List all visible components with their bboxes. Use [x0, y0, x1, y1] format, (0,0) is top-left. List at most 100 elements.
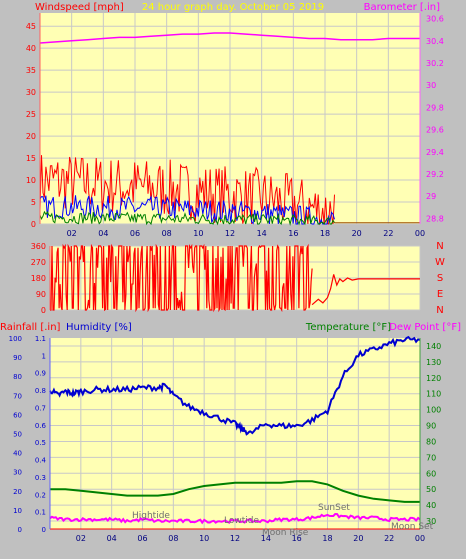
series-humidity: [49, 335, 421, 436]
temperature-tick-label: 110: [426, 390, 441, 399]
humidity-x-tick-label: 14: [261, 534, 271, 543]
barometer-tick-label: 28.8: [426, 214, 444, 223]
humidity-x-tick-label: 16: [292, 534, 302, 543]
wind-x-tick-label: 22: [383, 229, 393, 238]
direction-compass-label: N: [436, 305, 443, 316]
barometer-tick-label: 29.2: [426, 170, 444, 179]
humidity-tick-label: 20: [13, 488, 22, 496]
rainfall-tick-label: 0.3: [35, 474, 46, 482]
temperature-tick-label: 90: [426, 422, 436, 431]
humidity-x-tick-label: 02: [76, 534, 86, 543]
humidity-x-tick-labels: 02 04 06 08 10 12 14 16 18 20 22 00: [76, 534, 425, 543]
annotation-moonset: Moon Set: [391, 522, 434, 532]
series-temperature: [50, 480, 420, 503]
wind-series: [39, 32, 420, 226]
series-dewpoint: [49, 512, 421, 525]
rainfall-tick-label: 0.6: [35, 422, 47, 430]
humidity-x-tick-label: 18: [322, 534, 332, 543]
barometer-tick-label: 29: [426, 192, 436, 201]
wind-x-tick-labels: 02 04 06 08 10 12 14 16 18 20 22 00: [67, 229, 426, 238]
direction-compass-label: W: [435, 257, 445, 268]
direction-degree-label: 180: [31, 274, 46, 283]
wind-x-tick-label: 08: [162, 229, 172, 238]
humidity-tick-label: 90: [13, 354, 22, 362]
barometer-tick-label: 29.4: [426, 148, 444, 157]
direction-degree-labels: 0 90 180 270 360: [31, 242, 46, 315]
annotation-lowtide: Lowtide: [224, 516, 259, 526]
wind-x-tick-label: 06: [130, 229, 140, 238]
direction-degree-label: 90: [36, 290, 46, 299]
graph-title: 24 hour graph day. October 05 2019: [142, 2, 324, 13]
windspeed-tick-label: 5: [31, 198, 36, 207]
humidity-x-tick-label: 08: [168, 534, 178, 543]
direction-degree-label: 270: [31, 258, 46, 267]
barometer-tick-labels: 28.8 29 29.2 29.4 29.6 29.8 30 30.2 30.4 30.6: [426, 15, 444, 224]
series-barometer: [39, 32, 420, 44]
barometer-tick-label: 30.6: [426, 15, 444, 24]
temperature-tick-label: 50: [426, 485, 436, 494]
barometer-tick-label: 29.6: [426, 126, 444, 135]
windspeed-tick-label: 40: [26, 44, 36, 53]
rainfall-tick-label: 0.1: [35, 509, 46, 517]
temperature-tick-label: 30: [426, 517, 436, 526]
humidity-tick-label: 50: [13, 431, 22, 439]
windspeed-tick-label: 25: [26, 110, 36, 119]
annotation-hightide: Hightide: [132, 511, 170, 521]
humidity-tick-label: 70: [13, 392, 22, 400]
humidity-tick-label: 10: [13, 507, 22, 515]
rainfall-tick-label: 0.2: [35, 491, 46, 499]
barometer-axis-label: Barometer [.in]: [364, 2, 440, 13]
humidity-tick-label: 0: [18, 526, 22, 534]
temperature-axis-label: Temperature [°F]: [305, 322, 391, 333]
humidity-x-tick-label: 22: [384, 534, 394, 543]
humidity-x-tick-label: 10: [199, 534, 209, 543]
humidity-x-tick-label: 04: [107, 534, 117, 543]
windspeed-tick-label: 35: [26, 66, 36, 75]
direction-series: [50, 243, 420, 313]
barometer-tick-label: 30.2: [426, 59, 444, 68]
humidity-x-tick-label: 20: [353, 534, 363, 543]
humidity-tick-labels: 0 10 20 30 40 50 60 70 80 90 100: [9, 335, 22, 534]
temperature-tick-label: 40: [426, 501, 436, 510]
rainfall-tick-label: 1.1: [35, 335, 46, 343]
direction-compass-label: E: [437, 289, 443, 300]
rainfall-tick-label: 0.8: [35, 387, 46, 395]
dewpoint-axis-label: Dew Point [°F]: [389, 322, 461, 333]
windspeed-tick-label: 0: [31, 220, 36, 229]
wind-x-tick-label: 18: [320, 229, 330, 238]
series-direction_noisy: [50, 243, 313, 313]
windspeed-tick-labels: 0 5 10 15 20 25 30 35 40 45: [26, 22, 36, 229]
temperature-tick-label: 140: [426, 342, 441, 351]
wind-x-tick-label: 00: [415, 229, 425, 238]
humidity-x-tick-label: 00: [415, 534, 425, 543]
series-wind_avg: [39, 194, 335, 225]
rainfall-tick-label: 0.5: [35, 439, 46, 447]
humidity-tick-label: 100: [9, 335, 22, 343]
humidity-series: [49, 335, 421, 530]
barometer-tick-label: 29.8: [426, 103, 444, 112]
rainfall-tick-label: 0.4: [35, 457, 47, 465]
barometer-tick-label: 30: [426, 81, 436, 90]
direction-degree-label: 360: [31, 242, 46, 251]
rainfall-tick-label: 0: [42, 526, 46, 534]
humidity-tick-label: 30: [13, 469, 22, 477]
temperature-tick-label: 100: [426, 406, 441, 415]
annotation-moonrise: Moon Rise: [262, 528, 309, 538]
windspeed-tick-label: 20: [26, 132, 36, 141]
windspeed-axis-label: Windspeed [mph]: [35, 2, 124, 13]
windspeed-tick-label: 15: [26, 154, 36, 163]
wind-x-tick-label: 02: [67, 229, 77, 238]
series-direction_settle: [311, 274, 420, 306]
rainfall-tick-label: 0.9: [35, 370, 46, 378]
wind-x-tick-label: 04: [98, 229, 108, 238]
wind-x-tick-label: 14: [257, 229, 267, 238]
windspeed-tick-label: 45: [26, 22, 36, 31]
temperature-tick-label: 60: [426, 469, 436, 478]
rainfall-tick-label: 0.7: [35, 404, 46, 412]
wind-x-tick-label: 20: [352, 229, 362, 238]
rainfall-tick-label: 1: [42, 352, 46, 360]
temperature-tick-label: 70: [426, 453, 436, 462]
